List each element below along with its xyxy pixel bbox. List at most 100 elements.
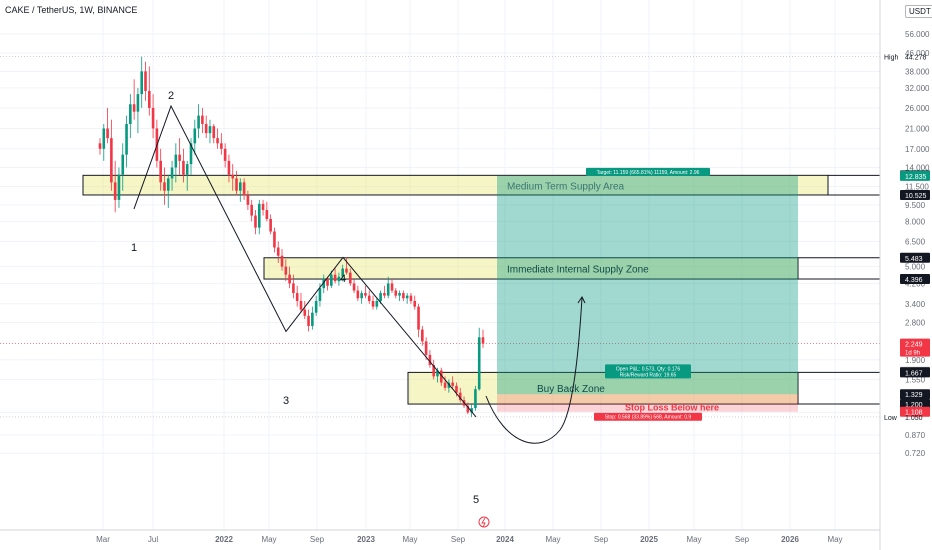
time-tick-label: Sep — [735, 535, 750, 544]
candle-body — [144, 71, 147, 91]
candle-body — [474, 389, 477, 409]
price-tick-label: 11.500 — [905, 182, 929, 191]
candle-body — [398, 293, 401, 296]
time-tick-label: 2026 — [781, 535, 799, 544]
candle-body — [375, 300, 379, 307]
candle-body — [204, 123, 208, 134]
wave-label: 3 — [283, 395, 289, 407]
candle-body — [424, 341, 428, 355]
candle-body — [132, 104, 136, 112]
projected-path — [485, 297, 583, 444]
time-tick-label: Sep — [594, 535, 609, 544]
candle-body — [394, 290, 398, 296]
price-tag-box — [900, 252, 930, 263]
candle-body — [98, 143, 102, 149]
price-extreme-caption: Low — [884, 415, 898, 422]
price-tag-label: 1.108 — [905, 410, 923, 417]
candle-body — [212, 126, 216, 139]
price-tick-label: 1.550 — [905, 375, 926, 384]
candle-body — [269, 219, 272, 232]
supply-demand-zones: Medium Term Supply Area Immediate Interna… — [82, 174, 880, 405]
candle-body — [292, 283, 295, 294]
price-tag-box — [900, 189, 930, 200]
price-tick-label: 1.900 — [905, 356, 926, 365]
price-tag-box — [900, 389, 930, 400]
price-tag-box — [900, 399, 930, 410]
zone-box — [407, 371, 799, 405]
candle-body — [299, 300, 303, 310]
wave-label: 4 — [340, 273, 346, 285]
zone-label: Medium Term Supply Area — [507, 182, 625, 193]
price-tick-label: 32.000 — [905, 84, 930, 93]
wave-label: 5 — [473, 494, 479, 506]
candle-body — [330, 274, 333, 286]
price-tick-label: 46.000 — [905, 49, 930, 58]
time-tick-label: May — [261, 535, 276, 544]
zone-label: Immediate Internal Supply Zone — [507, 265, 649, 276]
price-tag-label: 5.483 — [905, 256, 923, 263]
time-tick-label: May — [686, 535, 701, 544]
target-label-box — [586, 167, 710, 176]
price-tick-label: 0.720 — [905, 449, 926, 458]
price-tag-box — [900, 274, 930, 285]
candle-body — [159, 160, 162, 183]
candle-body — [314, 300, 318, 313]
stop-label-box — [594, 412, 702, 421]
price-extreme-caption: High — [884, 55, 899, 62]
candle-body — [110, 138, 113, 183]
candle-body — [276, 247, 280, 256]
price-tick-label: 3.400 — [905, 300, 926, 309]
time-tick-label: Jul — [148, 535, 158, 544]
candle-body — [136, 94, 140, 112]
time-tick-label: May — [827, 535, 842, 544]
candle-body — [439, 370, 443, 383]
candle-body — [348, 272, 352, 284]
candle-body — [117, 174, 121, 200]
candle-body — [163, 182, 166, 191]
candle-body — [147, 90, 151, 108]
candle-body — [227, 160, 231, 175]
candle-body — [250, 204, 253, 216]
price-tick-label: 56.000 — [905, 30, 930, 39]
price-axis[interactable]: 56.000 46.000 38.000 32.000 26.000 21.000 17.0… — [879, 0, 930, 550]
candle-body — [409, 295, 413, 301]
candle-body — [436, 370, 439, 377]
candle-body — [318, 288, 322, 301]
long-position-tool[interactable]: Target: 11.159 (665.81%) 11159, Amount: … — [497, 167, 798, 421]
profit-area — [497, 175, 798, 395]
candle-body — [288, 274, 291, 284]
candle-body — [193, 128, 197, 144]
time-tick-label: 2022 — [215, 535, 233, 544]
currency-selector[interactable]: USDT — [905, 5, 932, 18]
time-axis[interactable]: Mar Jul 2022 May Sep 2023 May Sep 2024 May Sep 2025… — [0, 529, 880, 544]
candle-body — [466, 405, 470, 413]
wave-label: 1 — [131, 242, 137, 254]
candle-body — [307, 315, 310, 326]
candle-body — [284, 266, 288, 275]
price-tag-countdown: 1d 9h — [905, 351, 920, 357]
projected-arrowhead — [577, 296, 586, 304]
candle-body — [280, 255, 284, 267]
candle-body — [455, 385, 458, 393]
candle-body — [428, 354, 432, 366]
candle-body — [273, 231, 276, 248]
candle-body — [386, 283, 390, 296]
candle-body — [451, 382, 454, 386]
candle-body — [417, 306, 420, 330]
time-tick-label: May — [402, 535, 417, 544]
candle-body — [345, 268, 348, 273]
price-tag-box — [900, 406, 930, 417]
price-tick-label: 8.000 — [905, 217, 926, 226]
price-tick-label: 17.000 — [905, 145, 930, 154]
candle-body — [413, 300, 417, 307]
candle-body — [432, 365, 436, 377]
candle-body — [352, 283, 356, 291]
candle-body — [326, 278, 329, 286]
candle-body — [322, 278, 326, 289]
time-tick-label: May — [545, 535, 560, 544]
candle-body — [371, 300, 375, 307]
zone-box — [263, 257, 799, 280]
candle-body — [102, 128, 106, 149]
candle-body — [364, 293, 367, 296]
